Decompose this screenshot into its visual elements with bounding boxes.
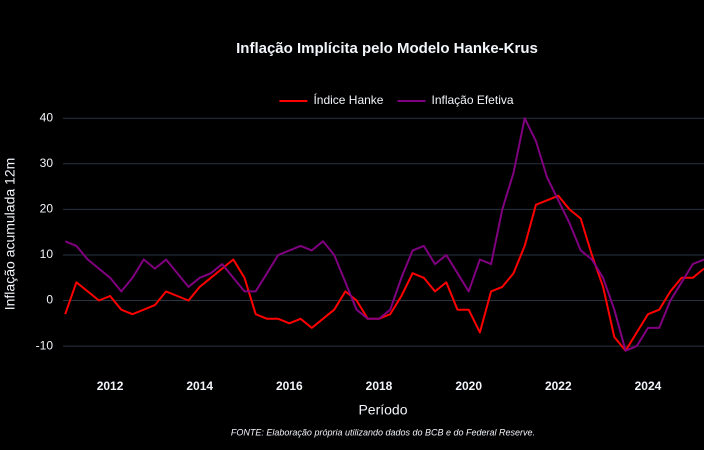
x-tick-label: 2022: [545, 379, 572, 393]
y-axis-label: Inflação acumulada 12m: [2, 158, 18, 311]
data-line: [64, 117, 704, 352]
y-tick-label: 10: [40, 247, 54, 261]
legend-label: Índice Hanke: [313, 92, 383, 107]
x-tick-label: 2016: [276, 379, 303, 393]
chart-title: Inflação Implícita pelo Modelo Hanke-Kru…: [236, 40, 538, 57]
x-tick-label: 2012: [97, 379, 124, 393]
y-tick-label: 30: [40, 156, 54, 170]
y-tick-label: 20: [40, 202, 54, 216]
data-line: [64, 194, 704, 352]
x-tick-label: 2024: [635, 379, 662, 393]
x-tick-label: 2020: [455, 379, 482, 393]
y-tick-label: -10: [36, 338, 54, 352]
legend-label: Inflação Efetiva: [431, 93, 513, 107]
x-axis-label: Período: [358, 402, 407, 418]
source-note: FONTE: Elaboração própria utilizando dad…: [231, 427, 535, 437]
y-tick-label: 40: [40, 110, 54, 124]
x-tick-label: 2018: [366, 379, 393, 393]
y-tick-label: 0: [46, 293, 53, 307]
x-tick-label: 2014: [186, 379, 213, 393]
